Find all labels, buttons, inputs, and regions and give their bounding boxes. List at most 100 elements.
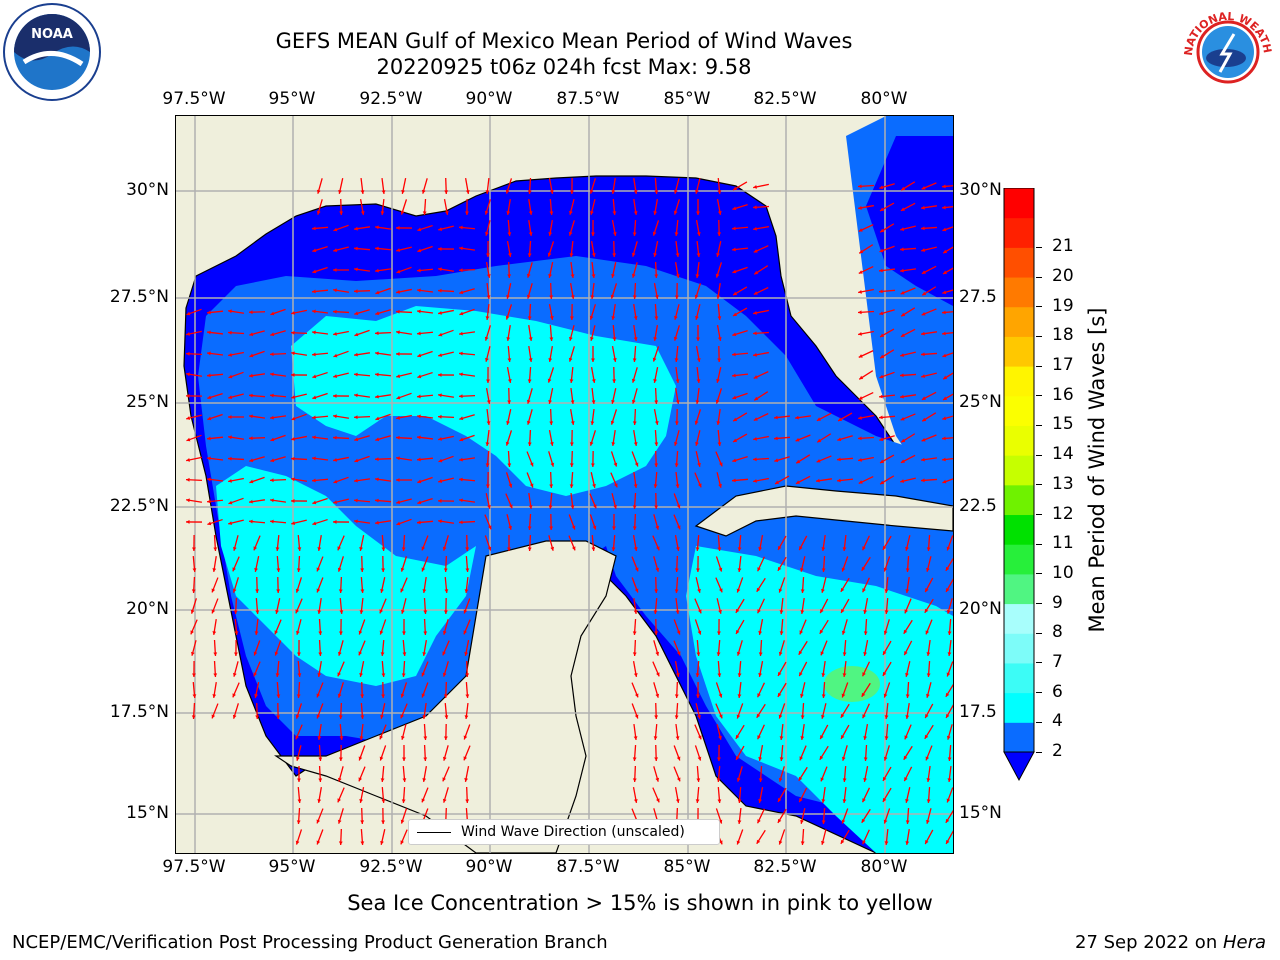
wind-arrow (947, 744, 952, 762)
wind-arrow (191, 576, 196, 594)
wind-arrow (756, 703, 766, 719)
colorbar (1002, 187, 1036, 782)
wind-arrow (695, 387, 700, 405)
wind-arrow (816, 455, 832, 463)
wind-arrow (570, 261, 575, 279)
lat-label-left: 30°N (126, 180, 169, 200)
wind-arrow (925, 619, 933, 635)
wind-arrow (696, 681, 700, 699)
wind-arrow (795, 454, 811, 464)
wind-arrow (632, 618, 637, 636)
wind-arrow (610, 283, 618, 299)
wind-arrow (380, 198, 385, 216)
wind-arrow (485, 493, 491, 509)
wind-arrow (715, 577, 723, 593)
wind-arrow (878, 268, 896, 273)
wind-arrow (464, 576, 469, 594)
wind-arrow (527, 303, 532, 321)
wind-arrow (591, 345, 595, 363)
wind-arrow (674, 661, 680, 677)
wind-arrow (570, 303, 574, 321)
wind-arrow (879, 328, 895, 338)
wind-arrow (737, 786, 742, 804)
wind-arrow (443, 723, 448, 741)
wind-arrow (942, 393, 953, 401)
wind-arrow (291, 309, 307, 315)
wind-arrow (652, 220, 660, 236)
wind-arrow (253, 661, 261, 677)
wind-arrow (549, 282, 554, 300)
wind-arrow (858, 456, 874, 462)
wind-arrow (590, 408, 595, 426)
wind-arrow (696, 765, 701, 783)
wind-arrow (437, 519, 455, 524)
wind-arrow (526, 388, 533, 404)
wind-arrow (444, 702, 449, 720)
wind-arrow (884, 828, 889, 846)
wind-arrow (778, 829, 786, 845)
wind-arrow (653, 409, 659, 425)
wind-arrow (861, 556, 871, 572)
wind-arrow (925, 745, 933, 761)
wind-arrow (359, 787, 365, 803)
wind-arrow (416, 331, 434, 336)
wind-arrow (459, 434, 475, 442)
wind-arrow (717, 660, 722, 678)
wind-arrow (654, 744, 659, 762)
wind-arrow (945, 809, 953, 824)
wind-arrow (652, 535, 660, 551)
wind-arrow (653, 241, 659, 257)
wind-arrow (884, 576, 889, 594)
wind-arrow (921, 434, 937, 442)
wind-arrow (735, 724, 745, 740)
wind-arrow (254, 618, 259, 636)
wind-arrow (945, 704, 953, 719)
wind-arrow (395, 226, 413, 230)
wind-arrow (422, 198, 427, 216)
wind-arrow (360, 807, 365, 825)
wind-arrow (652, 346, 660, 362)
wind-arrow (401, 724, 407, 740)
wind-arrow (465, 681, 470, 699)
wind-arrow (611, 493, 617, 509)
wind-arrow (879, 245, 895, 253)
wind-arrow (353, 246, 371, 251)
wind-arrow (736, 640, 743, 656)
wind-arrow (570, 492, 575, 510)
wind-arrow (926, 786, 931, 804)
wind-arrow (443, 597, 448, 615)
wind-arrow (206, 477, 224, 482)
wind-arrow (632, 492, 637, 510)
wind-arrow (717, 618, 721, 636)
wind-arrow (269, 498, 287, 503)
wind-arrow (611, 346, 617, 362)
wind-arrow (903, 619, 913, 635)
wind-arrow (841, 556, 849, 572)
wind-arrow (858, 350, 874, 358)
wind-arrow (694, 724, 702, 740)
wind-arrow (777, 661, 787, 677)
wind-arrow (653, 283, 659, 299)
wind-arrow (884, 723, 889, 741)
wind-arrow (921, 391, 937, 401)
wind-arrow (674, 555, 679, 573)
wind-arrow (731, 373, 749, 378)
wind-arrow (858, 476, 874, 484)
wind-arrow (632, 765, 637, 783)
wind-arrow (395, 456, 413, 461)
wind-arrow (297, 765, 301, 783)
wind-arrow (206, 351, 224, 356)
wind-arrow (632, 513, 637, 531)
wind-arrow (673, 325, 680, 341)
wind-arrow (736, 829, 744, 845)
wind-arrow (591, 219, 595, 237)
wind-arrow (442, 619, 449, 635)
wind-arrow (381, 177, 386, 195)
wind-arrow (568, 514, 576, 530)
colorbar-tick-label: 6 (1052, 681, 1063, 702)
lon-label-top: 95°W (268, 89, 316, 109)
wind-arrow (632, 219, 637, 237)
wind-arrow (353, 519, 371, 524)
wind-arrow (358, 745, 366, 761)
wind-arrow (633, 303, 638, 321)
